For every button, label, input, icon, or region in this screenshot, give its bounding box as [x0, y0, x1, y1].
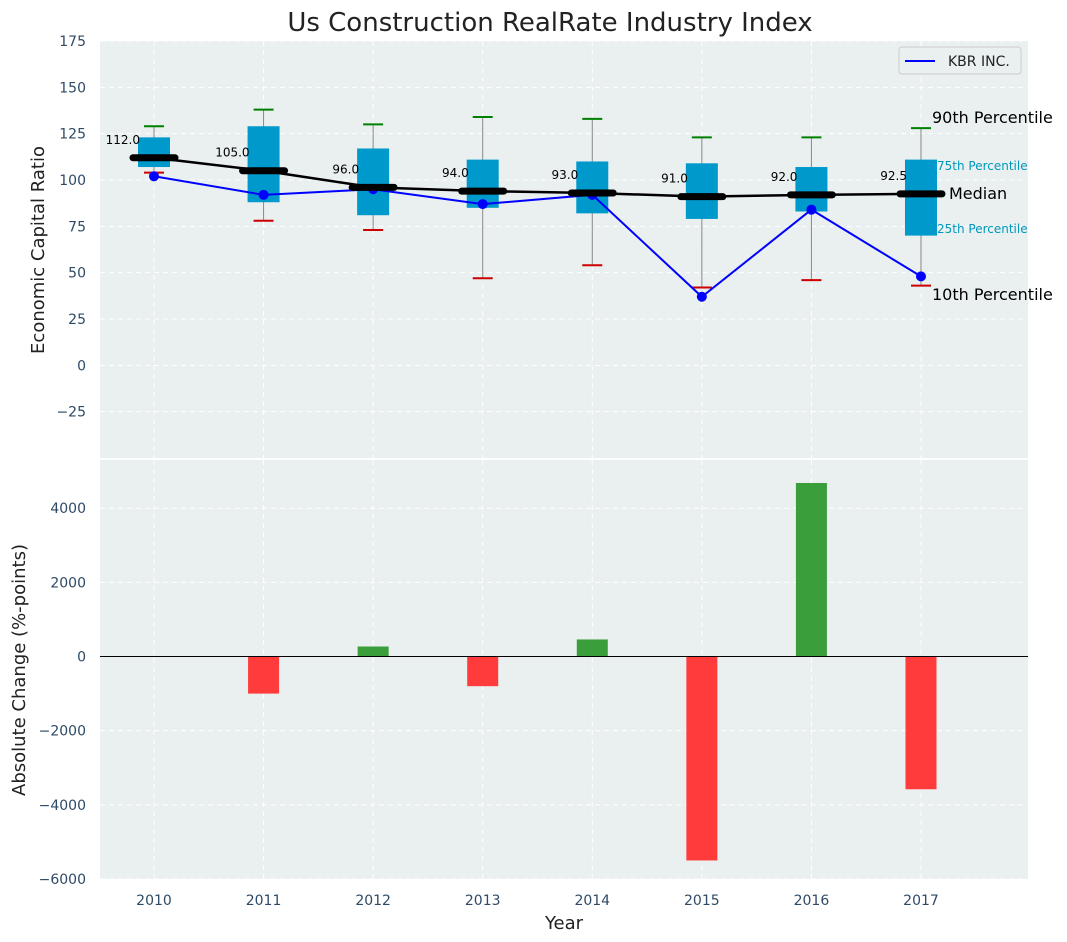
change-bars	[248, 482, 937, 861]
change-bar	[686, 656, 718, 861]
x-tick-labels: 2010 2011 2012 2013 2014 2015 2016 2017	[136, 893, 939, 909]
bottom-y-tick-label: −2000	[39, 724, 86, 740]
x-tick-label: 2017	[903, 893, 939, 909]
x-tick-label: 2016	[794, 893, 830, 909]
top-panel: −25 0 25 50 75 100 125 150 175 112.0 105.0 96.0 94.…	[28, 34, 1053, 458]
top-y-tick-label: 75	[68, 219, 86, 235]
legend: KBR INC.	[898, 46, 1022, 75]
top-y-tick-labels: −25 0 25 50 75 100 125 150 175	[56, 34, 86, 421]
annotation-p90: 90th Percentile	[932, 108, 1053, 127]
annotation-p75: 75th Percentile	[937, 159, 1028, 173]
iqr-box	[685, 163, 718, 219]
kbr-point	[477, 199, 488, 210]
kbr-point	[258, 189, 269, 200]
boxplots	[138, 108, 937, 289]
median-labels: 112.0 105.0 96.0 94.0 93.0 91.0 92.0 92.5	[106, 133, 907, 186]
median-value-label: 105.0	[215, 146, 249, 160]
change-bar	[795, 482, 827, 657]
kbr-line	[153, 175, 922, 299]
chart-title: Us Construction RealRate Industry Index	[287, 8, 812, 38]
change-bar	[357, 646, 389, 657]
median-value-label: 96.0	[332, 162, 359, 176]
kbr-point	[915, 271, 926, 282]
bottom-plot-background	[100, 460, 1028, 879]
legend-box	[898, 46, 1022, 75]
top-y-tick-label: −25	[56, 405, 86, 421]
iqr-box	[904, 159, 937, 236]
median-value-label: 92.0	[771, 170, 798, 184]
iqr-box	[795, 167, 828, 212]
iqr-box	[138, 137, 170, 168]
x-tick-label: 2014	[574, 893, 610, 909]
bottom-y-tick-labels: −6000 −4000 −2000 0 2000 4000	[39, 501, 86, 888]
annotation-p25: 25th Percentile	[937, 222, 1028, 236]
top-plot-background	[100, 41, 1028, 458]
change-bar	[576, 639, 608, 657]
top-y-tick-label: 25	[68, 312, 86, 328]
bottom-y-axis-label: Absolute Change (%-points)	[9, 544, 30, 796]
median-value-label: 91.0	[661, 172, 688, 186]
bottom-y-tick-label: −6000	[39, 872, 86, 888]
percentile-annotations: 90th Percentile 75th Percentile Median 2…	[932, 108, 1053, 304]
x-tick-label: 2011	[246, 893, 282, 909]
x-axis-label: Year	[544, 913, 584, 934]
x-tick-label: 2015	[684, 893, 720, 909]
median-value-label: 112.0	[106, 133, 140, 147]
kbr-point	[696, 291, 707, 302]
kbr-point	[806, 204, 817, 215]
x-tick-label: 2013	[465, 893, 501, 909]
annotation-p10: 10th Percentile	[932, 285, 1053, 304]
top-y-axis-label: Economic Capital Ratio	[28, 146, 49, 354]
median-value-label: 94.0	[442, 166, 469, 180]
bottom-y-tick-label: 0	[77, 650, 86, 666]
change-bar	[248, 656, 280, 694]
annotation-median: Median	[949, 184, 1007, 203]
bottom-y-tick-label: 4000	[50, 501, 86, 517]
change-bar	[905, 656, 937, 790]
top-y-tick-label: 50	[68, 266, 86, 282]
top-y-tick-label: 0	[77, 358, 86, 374]
bottom-y-tick-label: −4000	[39, 798, 86, 814]
iqr-box	[357, 148, 390, 216]
x-tick-label: 2010	[136, 893, 172, 909]
top-y-tick-label: 175	[59, 34, 86, 50]
kbr-point	[149, 171, 159, 182]
iqr-box	[247, 126, 280, 203]
legend-kbr-label: KBR INC.	[948, 54, 1010, 70]
median-value-label: 93.0	[552, 168, 579, 182]
x-tick-label: 2012	[355, 893, 391, 909]
top-y-tick-label: 150	[59, 80, 86, 96]
top-y-tick-label: 100	[59, 173, 86, 189]
bottom-y-tick-label: 2000	[50, 575, 86, 591]
top-y-tick-label: 125	[59, 127, 86, 143]
change-bar	[467, 656, 499, 687]
median-line	[129, 154, 946, 201]
median-value-label: 92.5	[880, 169, 907, 183]
